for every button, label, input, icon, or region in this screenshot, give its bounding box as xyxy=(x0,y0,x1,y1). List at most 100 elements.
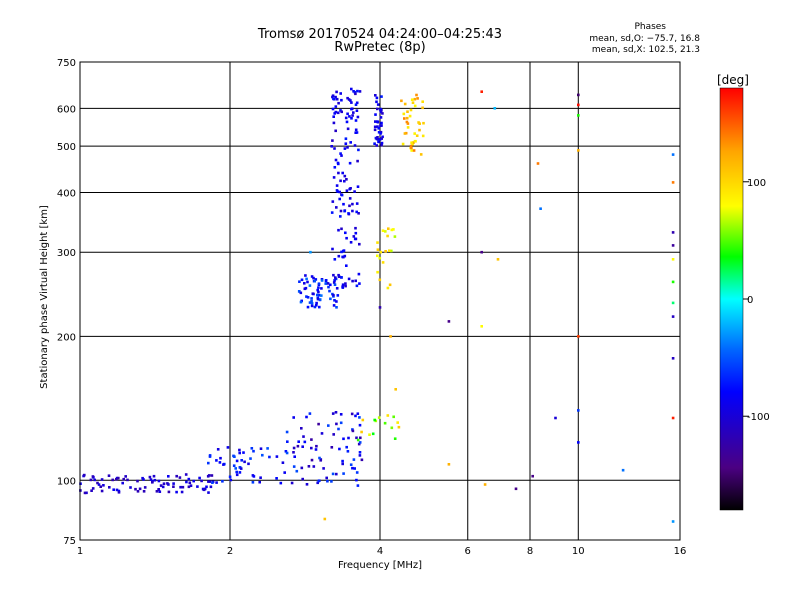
echo-point xyxy=(577,441,580,444)
echo-point xyxy=(405,116,409,120)
echo-point xyxy=(355,109,359,112)
echo-point xyxy=(284,450,288,453)
echo-point xyxy=(247,462,250,466)
echo-point xyxy=(380,141,384,145)
echo-point xyxy=(317,286,320,289)
echo-point xyxy=(341,459,344,463)
echo-point xyxy=(380,124,383,127)
echo-point xyxy=(252,449,255,453)
echo-point xyxy=(341,286,345,289)
x-tick-label: 10 xyxy=(572,546,585,557)
echo-point xyxy=(371,432,375,436)
phase-stats-label: Phases xyxy=(634,22,666,32)
echo-point xyxy=(329,283,332,287)
echo-point xyxy=(302,435,305,438)
echo-point xyxy=(347,98,351,101)
echo-point xyxy=(335,206,338,209)
echo-point xyxy=(335,184,339,187)
echo-point xyxy=(332,304,336,307)
echo-point xyxy=(337,275,341,278)
echo-point xyxy=(331,95,334,99)
echo-point xyxy=(207,491,210,494)
echo-point xyxy=(390,249,393,253)
echo-point xyxy=(406,126,410,129)
echo-point xyxy=(374,120,377,123)
echo-point xyxy=(157,488,160,491)
echo-point xyxy=(333,166,337,169)
echo-point xyxy=(167,490,171,494)
echo-point xyxy=(111,478,114,482)
echo-point xyxy=(356,185,360,188)
echo-point xyxy=(386,234,389,238)
echo-point xyxy=(312,465,316,468)
echo-point xyxy=(323,517,327,521)
echo-point xyxy=(299,291,303,295)
echo-point xyxy=(351,209,354,213)
echo-point xyxy=(343,147,347,150)
echo-point xyxy=(299,300,303,304)
echo-point xyxy=(355,210,358,214)
echo-point xyxy=(376,241,379,244)
echo-point xyxy=(346,450,350,453)
echo-point xyxy=(196,485,199,488)
echo-point xyxy=(96,481,99,485)
echo-point xyxy=(352,111,355,114)
phase-stats-o-mode: mean, sd,O: −75.7, 16.8 xyxy=(589,34,700,44)
echo-point xyxy=(89,478,93,482)
echo-point xyxy=(344,284,347,288)
colorbar-tick-label: 100 xyxy=(747,178,766,189)
echo-point xyxy=(115,488,119,492)
echo-point xyxy=(480,90,483,93)
echo-point xyxy=(671,301,675,305)
echo-point xyxy=(310,302,314,305)
echo-point xyxy=(350,107,353,111)
echo-point xyxy=(91,475,95,478)
echo-point xyxy=(493,107,497,110)
echo-point xyxy=(333,147,336,150)
echo-point xyxy=(403,132,407,135)
plot-frame xyxy=(79,61,681,541)
echo-point xyxy=(285,430,289,434)
echo-point xyxy=(413,97,417,101)
echo-point xyxy=(317,290,320,294)
echo-point xyxy=(352,235,356,238)
chart-title-line2: RwPretec (8p) xyxy=(334,40,426,55)
echo-point xyxy=(336,111,340,115)
echo-point xyxy=(298,280,301,283)
echo-point xyxy=(90,489,93,492)
echo-point xyxy=(373,128,377,132)
echo-point xyxy=(292,416,295,419)
echo-point xyxy=(134,487,137,491)
y-tick-label: 400 xyxy=(57,188,76,199)
echo-point xyxy=(483,483,487,486)
echo-point xyxy=(554,416,557,420)
echo-point xyxy=(340,193,344,197)
echo-point xyxy=(322,467,325,470)
echo-point xyxy=(188,481,192,485)
echo-point xyxy=(138,487,142,491)
echo-point xyxy=(375,96,379,100)
echo-point xyxy=(332,121,336,125)
echo-point xyxy=(577,335,580,338)
echo-point xyxy=(334,105,338,108)
echo-point xyxy=(297,440,300,443)
echo-point xyxy=(349,99,352,102)
echo-point xyxy=(305,277,308,281)
echo-point xyxy=(310,275,314,278)
echo-point xyxy=(305,295,308,298)
echo-point xyxy=(355,202,359,205)
echo-point xyxy=(379,250,382,254)
echo-point xyxy=(333,279,336,282)
echo-point xyxy=(339,413,343,416)
echo-point xyxy=(189,484,193,487)
echo-point xyxy=(149,478,153,481)
echo-point xyxy=(403,117,406,120)
echo-point xyxy=(345,264,348,267)
echo-point xyxy=(379,132,382,135)
echo-point xyxy=(577,409,580,412)
echo-points xyxy=(79,87,675,523)
echo-point xyxy=(107,474,111,477)
echo-point xyxy=(155,490,159,493)
echo-point xyxy=(577,114,580,117)
echo-point xyxy=(268,455,271,459)
